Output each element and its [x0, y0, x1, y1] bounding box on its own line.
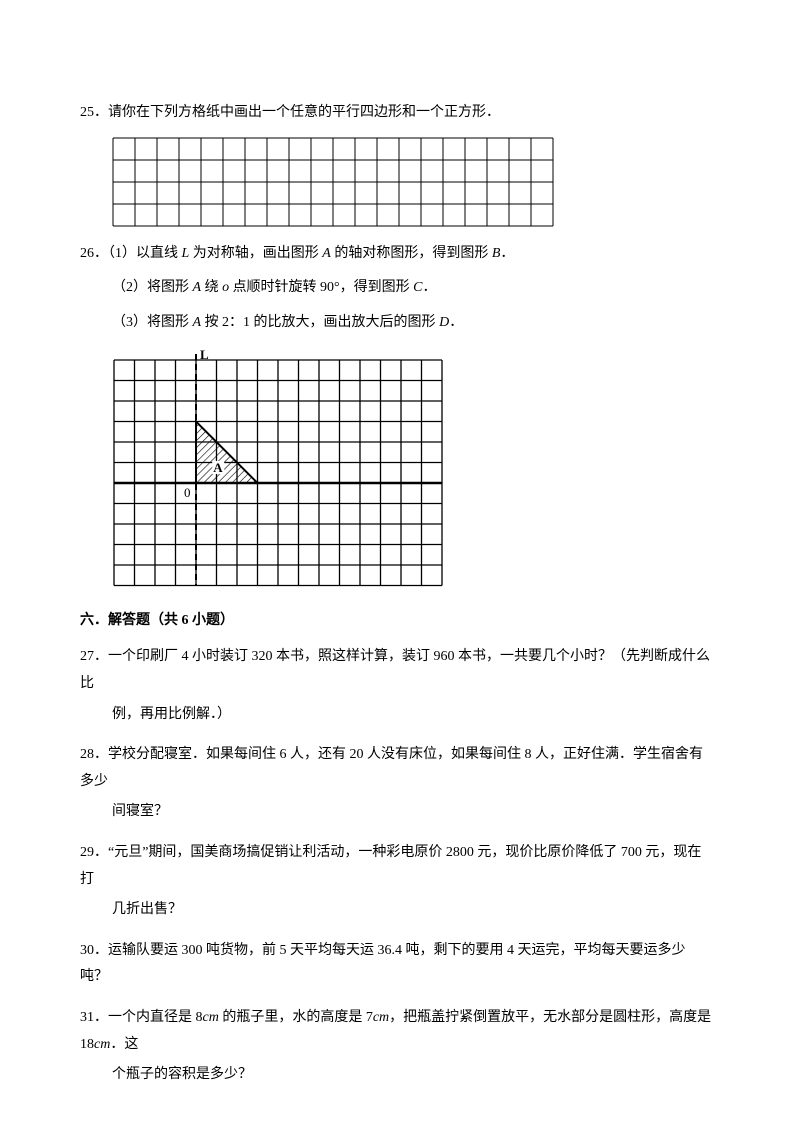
q25-text: 请你在下列方格纸中画出一个任意的平行四边形和一个正方形．: [108, 105, 500, 120]
q31-line2: 个瓶子的容积是多少？: [112, 1062, 713, 1089]
q25-number: 25．: [80, 105, 108, 120]
q28-line1: 学校分配寝室．如果每间住 6 人，还有 20 人没有床位，如果每间住 8 人，正…: [80, 747, 703, 789]
q27-line1: 一个印刷厂 4 小时装订 320 本书，照这样计算，装订 960 本书，一共要几…: [80, 649, 710, 691]
svg-text:L: L: [200, 350, 209, 362]
question-30: 30．运输队要运 300 吨货物，前 5 天平均每天运 36.4 吨，剩下的要用…: [80, 938, 713, 991]
q29-line2: 几折出售？: [112, 897, 713, 924]
question-31: 31．一个内直径是 8cm 的瓶子里，水的高度是 7cm，把瓶盖拧紧倒置放平，无…: [80, 1005, 713, 1089]
q31-line1: 一个内直径是 8cm 的瓶子里，水的高度是 7cm，把瓶盖拧紧倒置放平，无水部分…: [80, 1010, 711, 1052]
q26-part1: （1）以直线 L 为对称轴，画出图形 A 的轴对称图形，得到图形 B．: [108, 246, 514, 261]
q25-grid: [112, 137, 554, 227]
q28-line2: 间寝室？: [112, 799, 713, 826]
question-29: 29．“元旦”期间，国美商场搞促销让利活动，一种彩电原价 2800 元，现价比原…: [80, 840, 713, 924]
question-28: 28．学校分配寝室．如果每间住 6 人，还有 20 人没有床位，如果每间住 8 …: [80, 742, 713, 826]
svg-text:A: A: [213, 460, 223, 475]
q25-grid-container: [112, 137, 713, 227]
section-6-title: 六．解答题（共 6 小题）: [80, 608, 713, 635]
question-26: 26．（1）以直线 L 为对称轴，画出图形 A 的轴对称图形，得到图形 B． （…: [80, 241, 713, 592]
q26-grid-container: L 0 A: [112, 350, 713, 592]
q26-part2: （2）将图形 A 绕 o 点顺时针旋转 90°，得到图形 C．: [112, 275, 713, 302]
svg-text:0: 0: [184, 485, 191, 500]
q30-text: 运输队要运 300 吨货物，前 5 天平均每天运 36.4 吨，剩下的要用 4 …: [80, 943, 686, 985]
q31-number: 31．: [80, 1010, 108, 1025]
question-25: 25．请你在下列方格纸中画出一个任意的平行四边形和一个正方形．: [80, 100, 713, 227]
q27-number: 27．: [80, 649, 108, 664]
q27-line2: 例，再用比例解．）: [112, 702, 713, 729]
q28-number: 28．: [80, 747, 108, 762]
question-27: 27．一个印刷厂 4 小时装订 320 本书，照这样计算，装订 960 本书，一…: [80, 644, 713, 728]
q26-grid: L 0 A: [112, 350, 444, 592]
q26-part3: （3）将图形 A 按 2：1 的比放大，画出放大后的图形 D．: [112, 310, 713, 337]
q29-line1: “元旦”期间，国美商场搞促销让利活动，一种彩电原价 2800 元，现价比原价降低…: [80, 845, 701, 887]
q26-number: 26．: [80, 246, 108, 261]
q30-number: 30．: [80, 943, 108, 958]
q29-number: 29．: [80, 845, 108, 860]
